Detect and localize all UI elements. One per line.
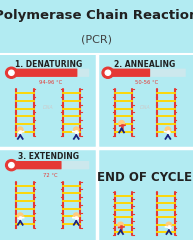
FancyBboxPatch shape	[9, 69, 89, 77]
Text: END OF CYCLE: END OF CYCLE	[97, 171, 192, 184]
FancyBboxPatch shape	[9, 161, 89, 169]
Circle shape	[74, 127, 79, 132]
Circle shape	[9, 70, 14, 75]
Text: 72 °C: 72 °C	[43, 173, 58, 178]
Circle shape	[105, 70, 111, 75]
Text: 50-56 °C: 50-56 °C	[135, 80, 158, 85]
FancyBboxPatch shape	[9, 69, 77, 77]
Circle shape	[6, 67, 17, 78]
Text: DNA: DNA	[139, 105, 150, 110]
Circle shape	[119, 120, 124, 126]
FancyBboxPatch shape	[9, 161, 62, 169]
Circle shape	[165, 127, 171, 132]
Circle shape	[102, 67, 114, 78]
Circle shape	[74, 213, 79, 218]
Text: 94-96 °C: 94-96 °C	[39, 80, 62, 85]
Text: 3. EXTENDING: 3. EXTENDING	[18, 152, 79, 161]
Text: 2. ANNEALING: 2. ANNEALING	[114, 60, 175, 69]
Circle shape	[18, 213, 23, 218]
Text: Polymerase Chain Reaction: Polymerase Chain Reaction	[0, 9, 193, 22]
Circle shape	[9, 162, 14, 168]
Circle shape	[166, 222, 172, 227]
FancyBboxPatch shape	[106, 69, 186, 77]
Text: DNA: DNA	[43, 105, 54, 110]
Text: (PCR): (PCR)	[81, 35, 112, 45]
Circle shape	[118, 222, 123, 227]
Circle shape	[18, 127, 23, 132]
FancyBboxPatch shape	[106, 69, 150, 77]
Text: 1. DENATURING: 1. DENATURING	[15, 60, 82, 69]
Circle shape	[6, 160, 17, 171]
